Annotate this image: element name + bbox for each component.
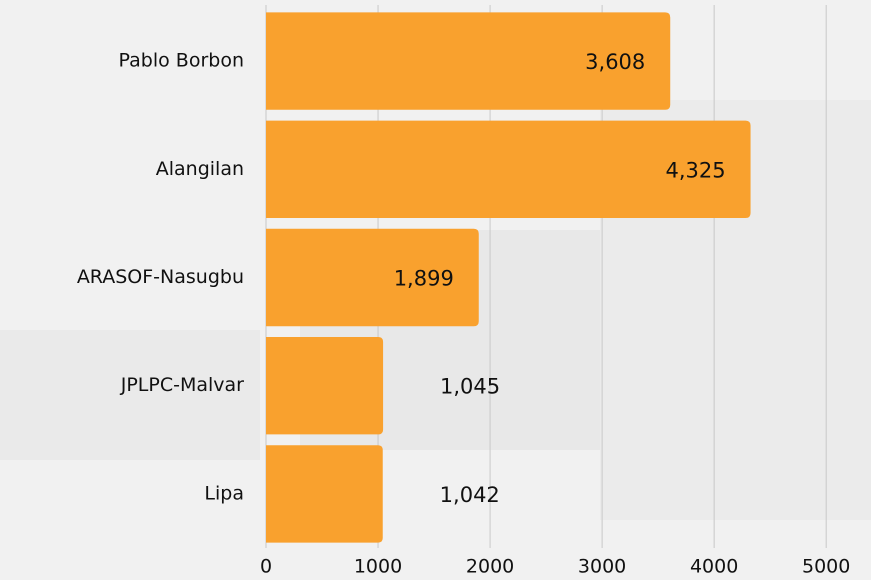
bar [266, 337, 383, 434]
y-tick-label: JPLPC-Malvar [120, 374, 244, 396]
value-label: 1,042 [440, 483, 500, 507]
bar [266, 445, 383, 542]
x-tick-label: 0 [260, 556, 272, 578]
x-tick-label: 1000 [354, 556, 402, 578]
x-tick-label: 4000 [690, 556, 738, 578]
value-label: 4,325 [665, 158, 725, 182]
y-tick-label: Alangilan [156, 158, 244, 180]
y-tick-label: Pablo Borbon [119, 50, 244, 72]
y-tick-label: ARASOF-Nasugbu [77, 266, 244, 288]
x-tick-label: 5000 [802, 556, 850, 578]
chart: 0 1000 2000 3000 4000 5000 Pablo Borbon 3,608 Al… [0, 0, 871, 580]
x-tick-label: 2000 [466, 556, 514, 578]
page: {"chart_data": {"type": "bar", "orientat… [0, 0, 871, 580]
value-label: 3,608 [585, 50, 645, 74]
value-label: 1,899 [394, 267, 454, 291]
y-tick-label: Lipa [204, 482, 244, 504]
x-tick-label: 3000 [578, 556, 626, 578]
value-label: 1,045 [440, 375, 500, 399]
